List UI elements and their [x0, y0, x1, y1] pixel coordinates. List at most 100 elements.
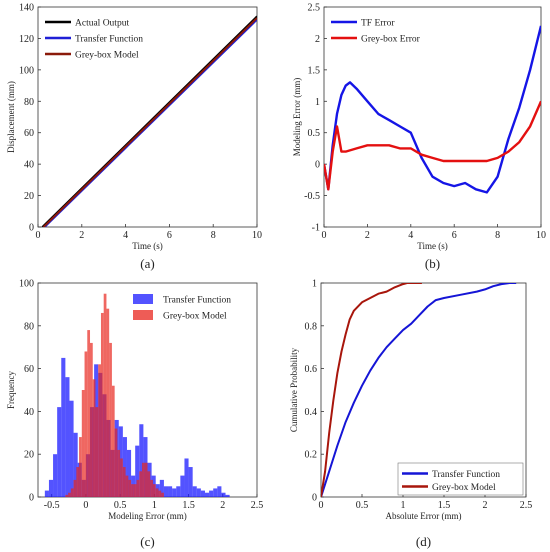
histogram-bar [144, 462, 148, 497]
histogram-bar [155, 488, 159, 497]
y-tick-label: 80 [24, 321, 34, 332]
histogram-bar [73, 479, 77, 497]
histogram-bar [217, 486, 222, 497]
y-tick-label: 20 [24, 191, 34, 202]
x-tick-label: 8 [211, 230, 216, 241]
y-tick-label: 0.4 [305, 407, 318, 418]
x-axis-label: Modeling Error (mm) [108, 511, 186, 521]
histogram-bar [48, 479, 54, 497]
y-tick-label: 100 [19, 279, 34, 290]
histogram-bar [106, 308, 110, 497]
plot-frame [323, 6, 542, 228]
y-tick-label: 100 [19, 65, 34, 76]
y-tick-label: 40 [24, 407, 34, 418]
histogram-bar [196, 488, 201, 497]
x-tick-label: 2 [365, 230, 370, 241]
histogram-bar [44, 490, 49, 497]
series-line [324, 100, 541, 191]
y-tick-label: -0.5 [304, 191, 320, 202]
y-tick-label: 0.5 [308, 128, 321, 139]
histogram-bar [176, 486, 181, 497]
histogram-bar [221, 492, 226, 497]
panel-label: (a) [140, 256, 154, 271]
histogram-bar [209, 490, 214, 497]
series-line [324, 25, 541, 194]
histogram-bar [161, 492, 164, 497]
histogram-bar [159, 479, 164, 497]
histogram-bar [100, 312, 104, 497]
y-tick-label: 0.2 [305, 450, 318, 461]
histogram-bar [136, 479, 140, 497]
y-tick-label: 1 [315, 97, 320, 108]
x-tick-label: 0 [322, 230, 327, 241]
legend-box [397, 462, 524, 496]
y-tick-label: 80 [24, 97, 34, 108]
histogram-bar [103, 293, 107, 497]
histogram-bar [126, 449, 132, 497]
x-tick-label: 1 [401, 500, 406, 511]
legend-entry: TF Error [361, 19, 395, 29]
histogram-bar [61, 357, 66, 497]
histogram-bar [114, 428, 118, 497]
histogram-bar [65, 377, 70, 497]
legend-swatch [133, 294, 153, 304]
panel-label: (c) [140, 534, 154, 549]
x-tick-label: 10 [536, 230, 546, 241]
plot-area [44, 293, 230, 497]
x-tick-label: 0.5 [356, 500, 369, 511]
x-tick-label: 0 [83, 500, 88, 511]
x-tick-label: 1.5 [182, 500, 195, 511]
histogram-bar [90, 342, 93, 497]
histogram-bar [139, 471, 143, 497]
x-axis-label: Time (s) [132, 241, 162, 251]
histogram-bar [135, 445, 140, 497]
histogram-bar [70, 488, 74, 497]
legend-entry: Transfer Function [163, 295, 231, 306]
y-tick-label: 120 [19, 34, 34, 45]
y-tick-label: 0.8 [305, 321, 318, 332]
legend-entry: Grey-box Error [361, 35, 421, 45]
histogram-bar [125, 475, 129, 497]
y-tick-label: 1.5 [308, 65, 321, 76]
histogram-bar [76, 467, 80, 497]
panel-label: (b) [425, 256, 440, 271]
legend-entry: Grey-box Model [75, 51, 139, 61]
plot-frame [320, 282, 527, 498]
histogram-bar [133, 484, 137, 497]
legend-entry: Actual Output [75, 19, 129, 29]
histogram-bar [98, 364, 101, 497]
histogram-bar [92, 379, 96, 497]
y-axis-label: Displacement (mm) [6, 81, 16, 153]
y-tick-label: -1 [312, 223, 320, 234]
x-tick-label: 2 [79, 230, 84, 241]
x-tick-label: 0.5 [114, 500, 127, 511]
histogram-bar [131, 484, 134, 497]
histogram-bar [117, 449, 121, 497]
histogram-bar [152, 484, 156, 497]
histogram-bar [84, 351, 88, 497]
y-axis-label: Frequency [6, 371, 16, 409]
plot-area [324, 25, 541, 194]
y-axis-label: Cumulative Probability [289, 347, 299, 432]
histogram-bar [95, 407, 99, 497]
histogram-bar [128, 479, 132, 497]
histogram-bar [87, 330, 91, 497]
legend: Transfer Function Grey-box Model [397, 462, 524, 496]
y-tick-label: 1 [312, 279, 317, 290]
panel-2: 0 2 4 6 8 10 -1 -0.5 0 0.5 1 1.5 2 2.5 Time (s) Modelin… [292, 3, 546, 272]
y-axis-label: Modeling Error (mm) [292, 78, 302, 156]
histogram-bar [172, 488, 177, 497]
histogram-bar [142, 462, 145, 497]
x-axis-label: Time (s) [417, 241, 447, 251]
histogram-bar [188, 467, 193, 497]
histogram-bar [68, 492, 71, 497]
histogram-bar [122, 467, 126, 497]
legend-box [327, 10, 419, 48]
y-tick-label: 2.5 [308, 3, 321, 14]
legend-entry: Transfer Function [75, 34, 143, 45]
y-tick-label: 0.6 [305, 364, 318, 375]
panel-label: (d) [416, 534, 431, 549]
